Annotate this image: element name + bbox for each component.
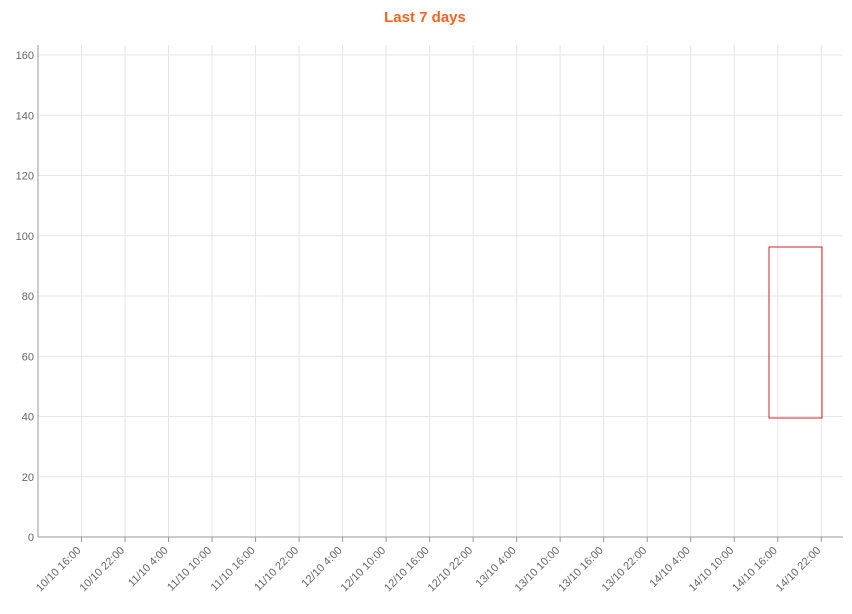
- x-tick-label: 13/10 10:00: [513, 545, 563, 595]
- x-tick-label: 14/10 4:00: [648, 545, 693, 590]
- x-tick-label: 10/10 22:00: [78, 545, 128, 595]
- x-tick-label: 14/10 22:00: [774, 545, 824, 595]
- x-tick-label: 14/10 16:00: [730, 545, 780, 595]
- x-tick-label: 13/10 22:00: [600, 545, 650, 595]
- highlight-box: [768, 246, 823, 419]
- x-tick-label: 14/10 10:00: [687, 545, 737, 595]
- y-tick-label: 0: [28, 532, 34, 544]
- x-tick-label: 13/10 16:00: [556, 545, 606, 595]
- y-tick-label: 20: [22, 472, 34, 484]
- chart-title: Last 7 days: [384, 9, 466, 26]
- x-tick-label: 11/10 16:00: [209, 545, 258, 594]
- y-tick-label: 160: [16, 50, 34, 62]
- x-tick-label: 13/10 4:00: [474, 545, 519, 590]
- x-tick-label: 11/10 22:00: [252, 545, 301, 594]
- y-tick-label: 100: [16, 231, 34, 243]
- y-tick-label: 60: [22, 351, 34, 363]
- x-tick-label: 11/10 10:00: [165, 545, 214, 594]
- y-tick-label: 120: [16, 171, 34, 183]
- x-tick-label: 12/10 16:00: [382, 545, 432, 595]
- y-tick-label: 80: [22, 291, 34, 303]
- x-tick-label: 12/10 10:00: [339, 545, 389, 595]
- x-tick-label: 10/10 16:00: [34, 545, 84, 595]
- x-tick-label: 11/10 4:00: [126, 545, 171, 590]
- y-tick-label: 40: [22, 412, 34, 424]
- x-tick-label: 12/10 22:00: [426, 545, 476, 595]
- y-tick-label: 140: [16, 110, 34, 122]
- x-tick-label: 12/10 4:00: [299, 545, 344, 590]
